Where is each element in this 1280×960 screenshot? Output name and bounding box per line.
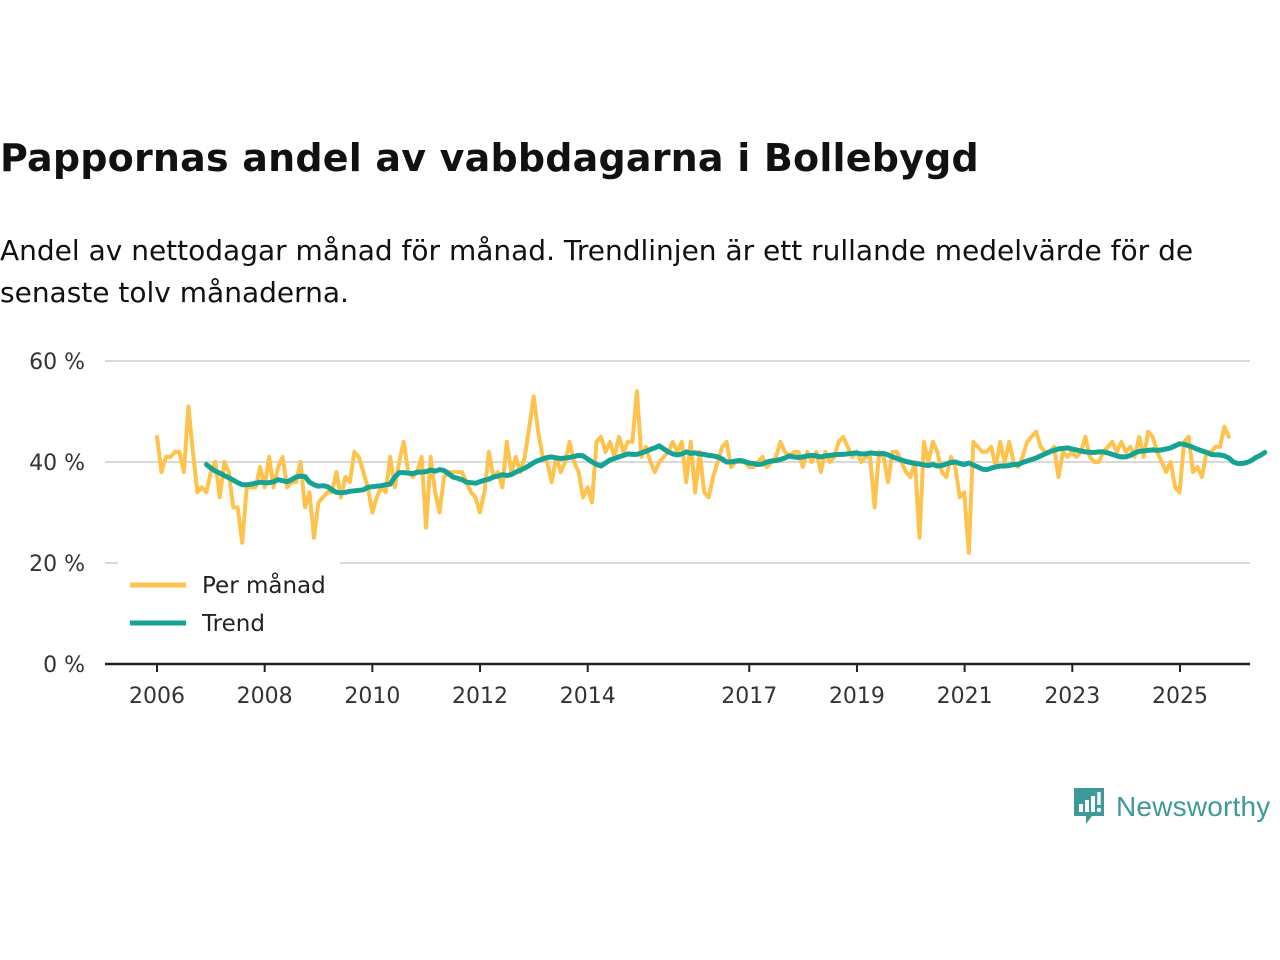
- line-chart: 0 % 20 % 40 % 60 % 2006 2008 2010 2012 2014 2017 2…: [29, 350, 1268, 709]
- grid-lines: [105, 360, 1250, 564]
- newsworthy-logo-text: Newsworthy: [1116, 791, 1271, 822]
- x-tick-label: 2010: [344, 684, 400, 709]
- chart-title: Pappornas andel av vabbdagarna i Bolleby…: [0, 136, 979, 180]
- y-tick-label: 40 %: [29, 451, 85, 476]
- chart-subtitle: Andel av nettodagar månad för månad. Tre…: [0, 234, 1194, 309]
- newsworthy-logo-icon: [1074, 788, 1104, 824]
- trend-line: [203, 441, 1268, 496]
- x-tick-label: 2014: [560, 684, 616, 709]
- x-tick-label: 2025: [1152, 684, 1208, 709]
- x-tick-label: 2021: [937, 684, 993, 709]
- axes: 0 % 20 % 40 % 60 % 2006 2008 2010 2012 2014 2017 2…: [29, 350, 1250, 709]
- legend-label-trend: Trend: [201, 611, 265, 637]
- y-tick-label: 0 %: [43, 653, 85, 678]
- x-tick-label: 2006: [129, 684, 185, 709]
- x-tick-label: 2019: [829, 684, 885, 709]
- series-lines: [155, 389, 1268, 555]
- y-tick-label: 60 %: [29, 350, 85, 375]
- legend: Per månad Trend: [118, 562, 340, 648]
- x-tick-label: 2012: [452, 684, 508, 709]
- newsworthy-logo: Newsworthy: [1072, 786, 1270, 828]
- legend-label-monthly: Per månad: [202, 571, 326, 599]
- y-tick-label: 20 %: [29, 552, 85, 577]
- x-tick-label: 2008: [237, 684, 293, 709]
- legend-background: [118, 562, 340, 648]
- monthly-line: [155, 389, 1231, 555]
- x-tick-label: 2017: [721, 684, 777, 709]
- x-tick-label: 2023: [1044, 684, 1100, 709]
